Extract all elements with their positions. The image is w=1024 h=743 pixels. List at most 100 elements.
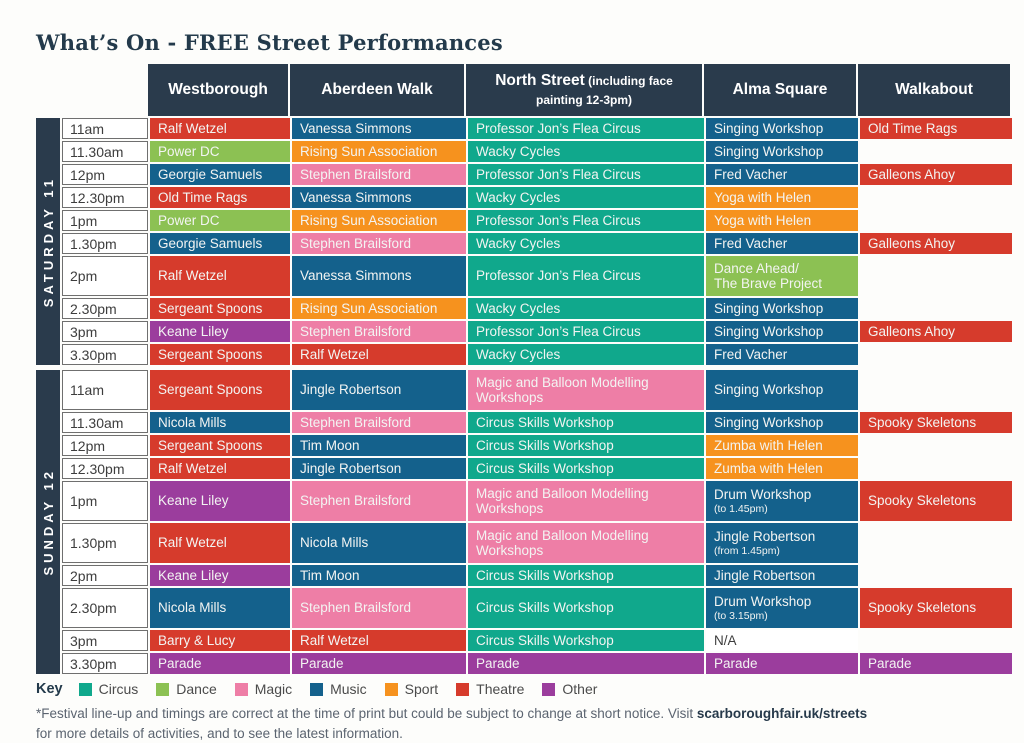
time-cell: 1pm bbox=[62, 481, 148, 521]
schedule-cell: Drum Workshop (to 1.45pm) bbox=[706, 481, 858, 521]
schedule-cell: Nicola Mills bbox=[150, 588, 290, 628]
schedule-cell: Power DC bbox=[150, 210, 290, 231]
schedule-cell: Galleons Ahoy bbox=[860, 233, 1012, 254]
schedule-cell: Magic and Balloon Modelling Workshops bbox=[468, 481, 704, 521]
schedule-cell: Yoga with Helen bbox=[706, 210, 858, 231]
schedule-cell: Parade bbox=[150, 653, 290, 674]
schedule-cell: Singing Workshop bbox=[706, 412, 858, 433]
column-header-text: Walkabout bbox=[895, 80, 973, 100]
column-header-text: Aberdeen Walk bbox=[321, 80, 432, 100]
column-header-aberdeen-walk: Aberdeen Walk bbox=[290, 64, 464, 116]
schedule-cell: Magic and Balloon Modelling Workshops bbox=[468, 523, 704, 563]
event-name: Old Time Rags bbox=[158, 189, 248, 205]
legend-label: Key bbox=[36, 681, 63, 697]
column-header-title: Aberdeen Walk bbox=[321, 81, 433, 99]
event-name: Galleons Ahoy bbox=[868, 323, 956, 339]
event-name: Barry & Lucy bbox=[158, 632, 236, 648]
schedule-cell: Power DC bbox=[150, 141, 290, 162]
schedule-cell: Circus Skills Workshop bbox=[468, 630, 704, 651]
footnote-text: *Festival line-up and timings are correc… bbox=[36, 706, 697, 721]
event-name: Singing Workshop bbox=[714, 382, 824, 398]
event-name: Magic and Balloon Modelling Workshops bbox=[476, 527, 649, 559]
schedule-cell: Singing Workshop bbox=[706, 141, 858, 162]
event-name: Sergeant Spoons bbox=[158, 300, 263, 316]
schedule-row: 3pm Keane Liley Stephen Brailsford Professo… bbox=[62, 321, 1012, 342]
event-name: Jingle Robertson bbox=[714, 529, 816, 545]
legend: Key Circus Dance Magic Music Sport Theatre Oth… bbox=[36, 681, 1012, 697]
schedule-cell: Vanessa Simmons bbox=[292, 118, 466, 139]
schedule-cell: Georgie Samuels bbox=[150, 233, 290, 254]
schedule-cell: Nicola Mills bbox=[292, 523, 466, 563]
legend-swatch-other bbox=[542, 682, 556, 696]
time-cell: 2.30pm bbox=[62, 588, 148, 628]
schedule-cell: Parade bbox=[860, 653, 1012, 674]
schedule-cell: Spooky Skeletons bbox=[860, 412, 1012, 433]
legend-swatch-theatre bbox=[456, 682, 470, 696]
column-header-text: Alma Square bbox=[733, 80, 828, 100]
time-cell: 1.30pm bbox=[62, 523, 148, 563]
column-header-text: North Street (including face painting 12… bbox=[472, 71, 696, 110]
legend-item-theatre: Theatre bbox=[456, 681, 524, 697]
schedule-cell: Singing Workshop bbox=[706, 298, 858, 319]
schedule-cell: Sergeant Spoons bbox=[150, 370, 290, 410]
event-name: Vanessa Simmons bbox=[300, 189, 412, 205]
event-name: Galleons Ahoy bbox=[868, 235, 956, 251]
event-name: Spooky Skeletons bbox=[868, 414, 977, 430]
legend-item-label: Theatre bbox=[476, 681, 525, 697]
legend-swatch-dance bbox=[156, 682, 170, 696]
schedule-cell: Keane Liley bbox=[150, 321, 290, 342]
event-name: Spooky Skeletons bbox=[868, 600, 977, 616]
event-name: Spooky Skeletons bbox=[868, 493, 977, 509]
schedule-cell: N/A bbox=[706, 630, 858, 651]
day-section-sunday-12: SUNDAY 12 11am Sergeant Spoons Jingle Rober… bbox=[36, 370, 1012, 674]
schedule-row: 11.30am Nicola Mills Stephen Brailsford Cir… bbox=[62, 412, 1012, 433]
schedule-cell: Tim Moon bbox=[292, 565, 466, 586]
schedule-cell: Jingle Robertson bbox=[292, 458, 466, 479]
schedule-cell: Stephen Brailsford bbox=[292, 233, 466, 254]
time-cell: 3.30pm bbox=[62, 344, 148, 365]
time-cell: 11am bbox=[62, 370, 148, 410]
event-name: Parade bbox=[868, 655, 912, 671]
legend-item-label: Music bbox=[330, 681, 367, 697]
event-name: N/A bbox=[714, 632, 737, 648]
schedule-cell: Vanessa Simmons bbox=[292, 187, 466, 208]
schedule-cell: Professor Jon’s Flea Circus bbox=[468, 321, 704, 342]
event-name: Galleons Ahoy bbox=[868, 166, 956, 182]
schedule-row: 2pm Keane Liley Tim Moon Circus Skills Work… bbox=[62, 565, 1012, 586]
footnote-line1: *Festival line-up and timings are correc… bbox=[36, 704, 1016, 724]
event-name: Stephen Brailsford bbox=[300, 600, 412, 616]
schedule-row: 11am Sergeant Spoons Jingle Robertson Magic… bbox=[62, 370, 1012, 410]
schedule-cell: Professor Jon’s Flea Circus bbox=[468, 210, 704, 231]
schedule-row: 12pm Georgie Samuels Stephen Brailsford Pro… bbox=[62, 164, 1012, 185]
time-cell: 3pm bbox=[62, 321, 148, 342]
day-sidebar-sunday-12: SUNDAY 12 bbox=[36, 370, 60, 674]
legend-item-dance: Dance bbox=[156, 681, 217, 697]
schedule-cell: Galleons Ahoy bbox=[860, 321, 1012, 342]
column-header-title: Alma Square bbox=[732, 81, 828, 99]
event-name: Singing Workshop bbox=[714, 414, 824, 430]
column-header-subtitle: (including face painting 12-3pm) bbox=[535, 73, 673, 108]
schedule-cell: Stephen Brailsford bbox=[292, 412, 466, 433]
schedule-cell: Spooky Skeletons bbox=[860, 588, 1012, 628]
time-cell: 2pm bbox=[62, 256, 148, 296]
event-name: Power DC bbox=[158, 212, 220, 228]
schedule-cell: Circus Skills Workshop bbox=[468, 412, 704, 433]
time-cell: 3pm bbox=[62, 630, 148, 651]
legend-item-label: Sport bbox=[404, 681, 439, 697]
time-cell: 12pm bbox=[62, 435, 148, 456]
day-label: SATURDAY 11 bbox=[40, 175, 56, 308]
event-name: Old Time Rags bbox=[868, 120, 958, 136]
schedule-cell: Wacky Cycles bbox=[468, 233, 704, 254]
event-name: Wacky Cycles bbox=[476, 143, 561, 159]
event-name: Stephen Brailsford bbox=[300, 166, 412, 182]
legend-item-circus: Circus bbox=[78, 681, 138, 697]
schedule-cell: Singing Workshop bbox=[706, 321, 858, 342]
column-header-walkabout: Walkabout bbox=[858, 64, 1010, 116]
time-cell: 12.30pm bbox=[62, 187, 148, 208]
event-name: Parade bbox=[714, 655, 758, 671]
event-name: Circus Skills Workshop bbox=[476, 600, 614, 616]
event-name: Parade bbox=[158, 655, 202, 671]
schedule-cell: Fred Vacher bbox=[706, 164, 858, 185]
schedule-cell: Circus Skills Workshop bbox=[468, 435, 704, 456]
event-time-note: (from 1.45pm) bbox=[714, 544, 780, 557]
